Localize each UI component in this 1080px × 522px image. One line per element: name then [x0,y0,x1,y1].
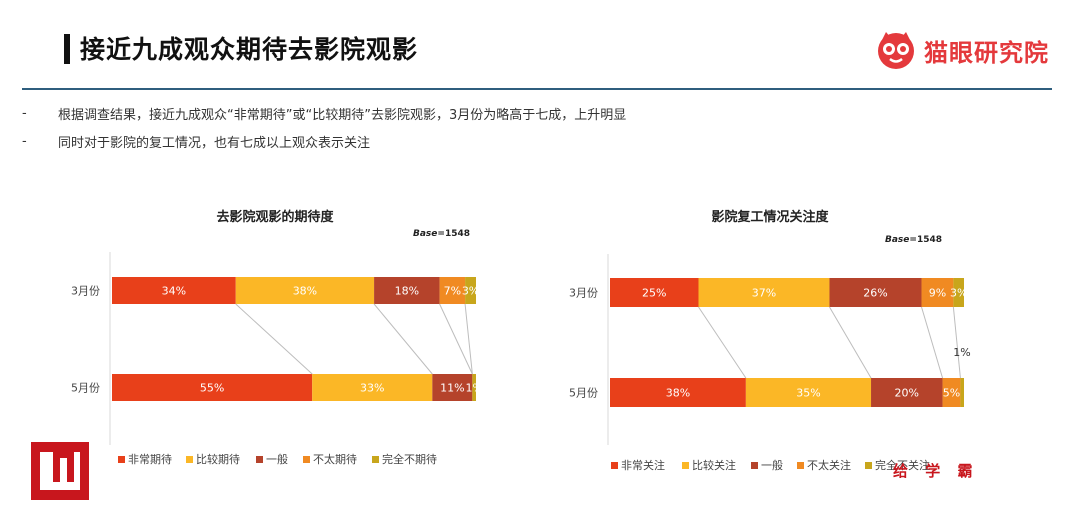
series-connector [235,303,313,375]
maoyan-logo: 猫眼研究院 [876,30,1049,70]
legend-label: 比较期待 [196,452,240,466]
bar-segment [312,374,433,401]
data-label: 20% [895,387,919,400]
data-label: 11% [440,382,464,395]
bar-segment [698,278,830,307]
data-label: 5% [943,387,960,400]
watermark-text: 给 学 霸 [893,462,979,480]
bar-segment [745,378,872,407]
legend-label: 非常期待 [128,452,172,466]
data-label: 9% [929,287,946,300]
legend-swatch [256,456,263,463]
data-label: 25% [642,287,666,300]
data-label: 55% [200,382,224,395]
logo-text: 猫眼研究院 [924,38,1049,67]
bullet-list: - 根据调查结果，接近九成观众“非常期待”或“比较期待”去影院观影，3月份为略高… [22,99,626,155]
series-connector [921,306,944,379]
legend-label: 非常关注 [621,458,665,472]
legend-label: 一般 [266,453,288,466]
legend-swatch [611,462,618,469]
base-note: Base=1548 [413,229,470,239]
bar-segment [871,378,943,407]
bar-segment [112,374,313,401]
data-label: 34% [162,285,186,298]
series-connector [464,303,473,375]
data-label: 3% [950,287,967,300]
data-label: 33% [360,382,384,395]
category-label: 3月份 [569,287,598,300]
data-label: 26% [863,287,887,300]
bar-segment [921,278,954,307]
callout-label: 1% [953,346,970,359]
chart-title: 去影院观影的期待度 [216,209,334,225]
legend-swatch [682,462,689,469]
bar-segment [235,277,375,304]
legend-label: 比较关注 [692,458,736,472]
data-label: 18% [395,285,419,298]
bullet-text: 根据调查结果，接近九成观众“非常期待”或“比较期待”去影院观影，3月份为略高于七… [58,107,627,123]
series-connector [829,306,872,379]
data-label: 38% [666,387,690,400]
bar-segment [374,277,440,304]
legend-swatch [751,462,758,469]
bullet-item: - 同时对于影院的复工情况，也有七成以上观众表示关注 [22,127,626,155]
data-label: 7% [444,285,461,298]
data-label: 1% [465,382,482,395]
bar-segment [960,378,964,407]
legend-swatch [865,462,872,469]
page-title: 接近九成观众期待去影院观影 [80,35,419,64]
legend-swatch [186,456,193,463]
bar-segment [439,277,466,304]
bullet-text: 同时对于影院的复工情况，也有七成以上观众表示关注 [58,135,371,151]
data-label: 35% [796,387,820,400]
legend-label: 完全不关注 [875,458,930,472]
data-label: 3% [462,285,479,298]
legend-swatch [372,456,379,463]
bar-segment [465,277,476,304]
legend-swatch [797,462,804,469]
chart-title: 影院复工情况关注度 [711,209,829,225]
legend-label: 不太期待 [313,452,357,466]
legend-swatch [118,456,125,463]
title-accent-bar [64,34,70,64]
legend-label: 完全不期待 [382,452,437,466]
cat-face-icon [878,32,914,69]
bar-segment [942,378,961,407]
bar-segment [829,278,922,307]
bar-segment [112,277,236,304]
series-connector [952,306,961,379]
w-logo-icon [40,452,80,490]
bullet-item: - 根据调查结果，接近九成观众“非常期待”或“比较期待”去影院观影，3月份为略高… [22,99,626,127]
legend-label: 一般 [761,459,783,472]
legend-label: 不太关注 [807,458,851,472]
bullet-marker: - [22,105,27,121]
bullet-marker: - [22,133,27,149]
legend-swatch [303,456,310,463]
base-note: Base=1548 [885,235,942,245]
series-connector [439,303,473,375]
bar-segment [953,278,964,307]
bar-segment [610,378,746,407]
category-label: 3月份 [71,285,100,298]
series-connector [373,303,433,375]
data-label: 38% [293,285,317,298]
data-label: 37% [752,287,776,300]
watermark-logo [31,442,89,500]
series-connector [698,306,747,379]
bar-segment [610,278,699,307]
bar-segment [432,374,473,401]
bar-segment [472,374,476,401]
category-label: 5月份 [569,387,598,400]
header-divider [22,88,1052,90]
category-label: 5月份 [71,382,100,395]
